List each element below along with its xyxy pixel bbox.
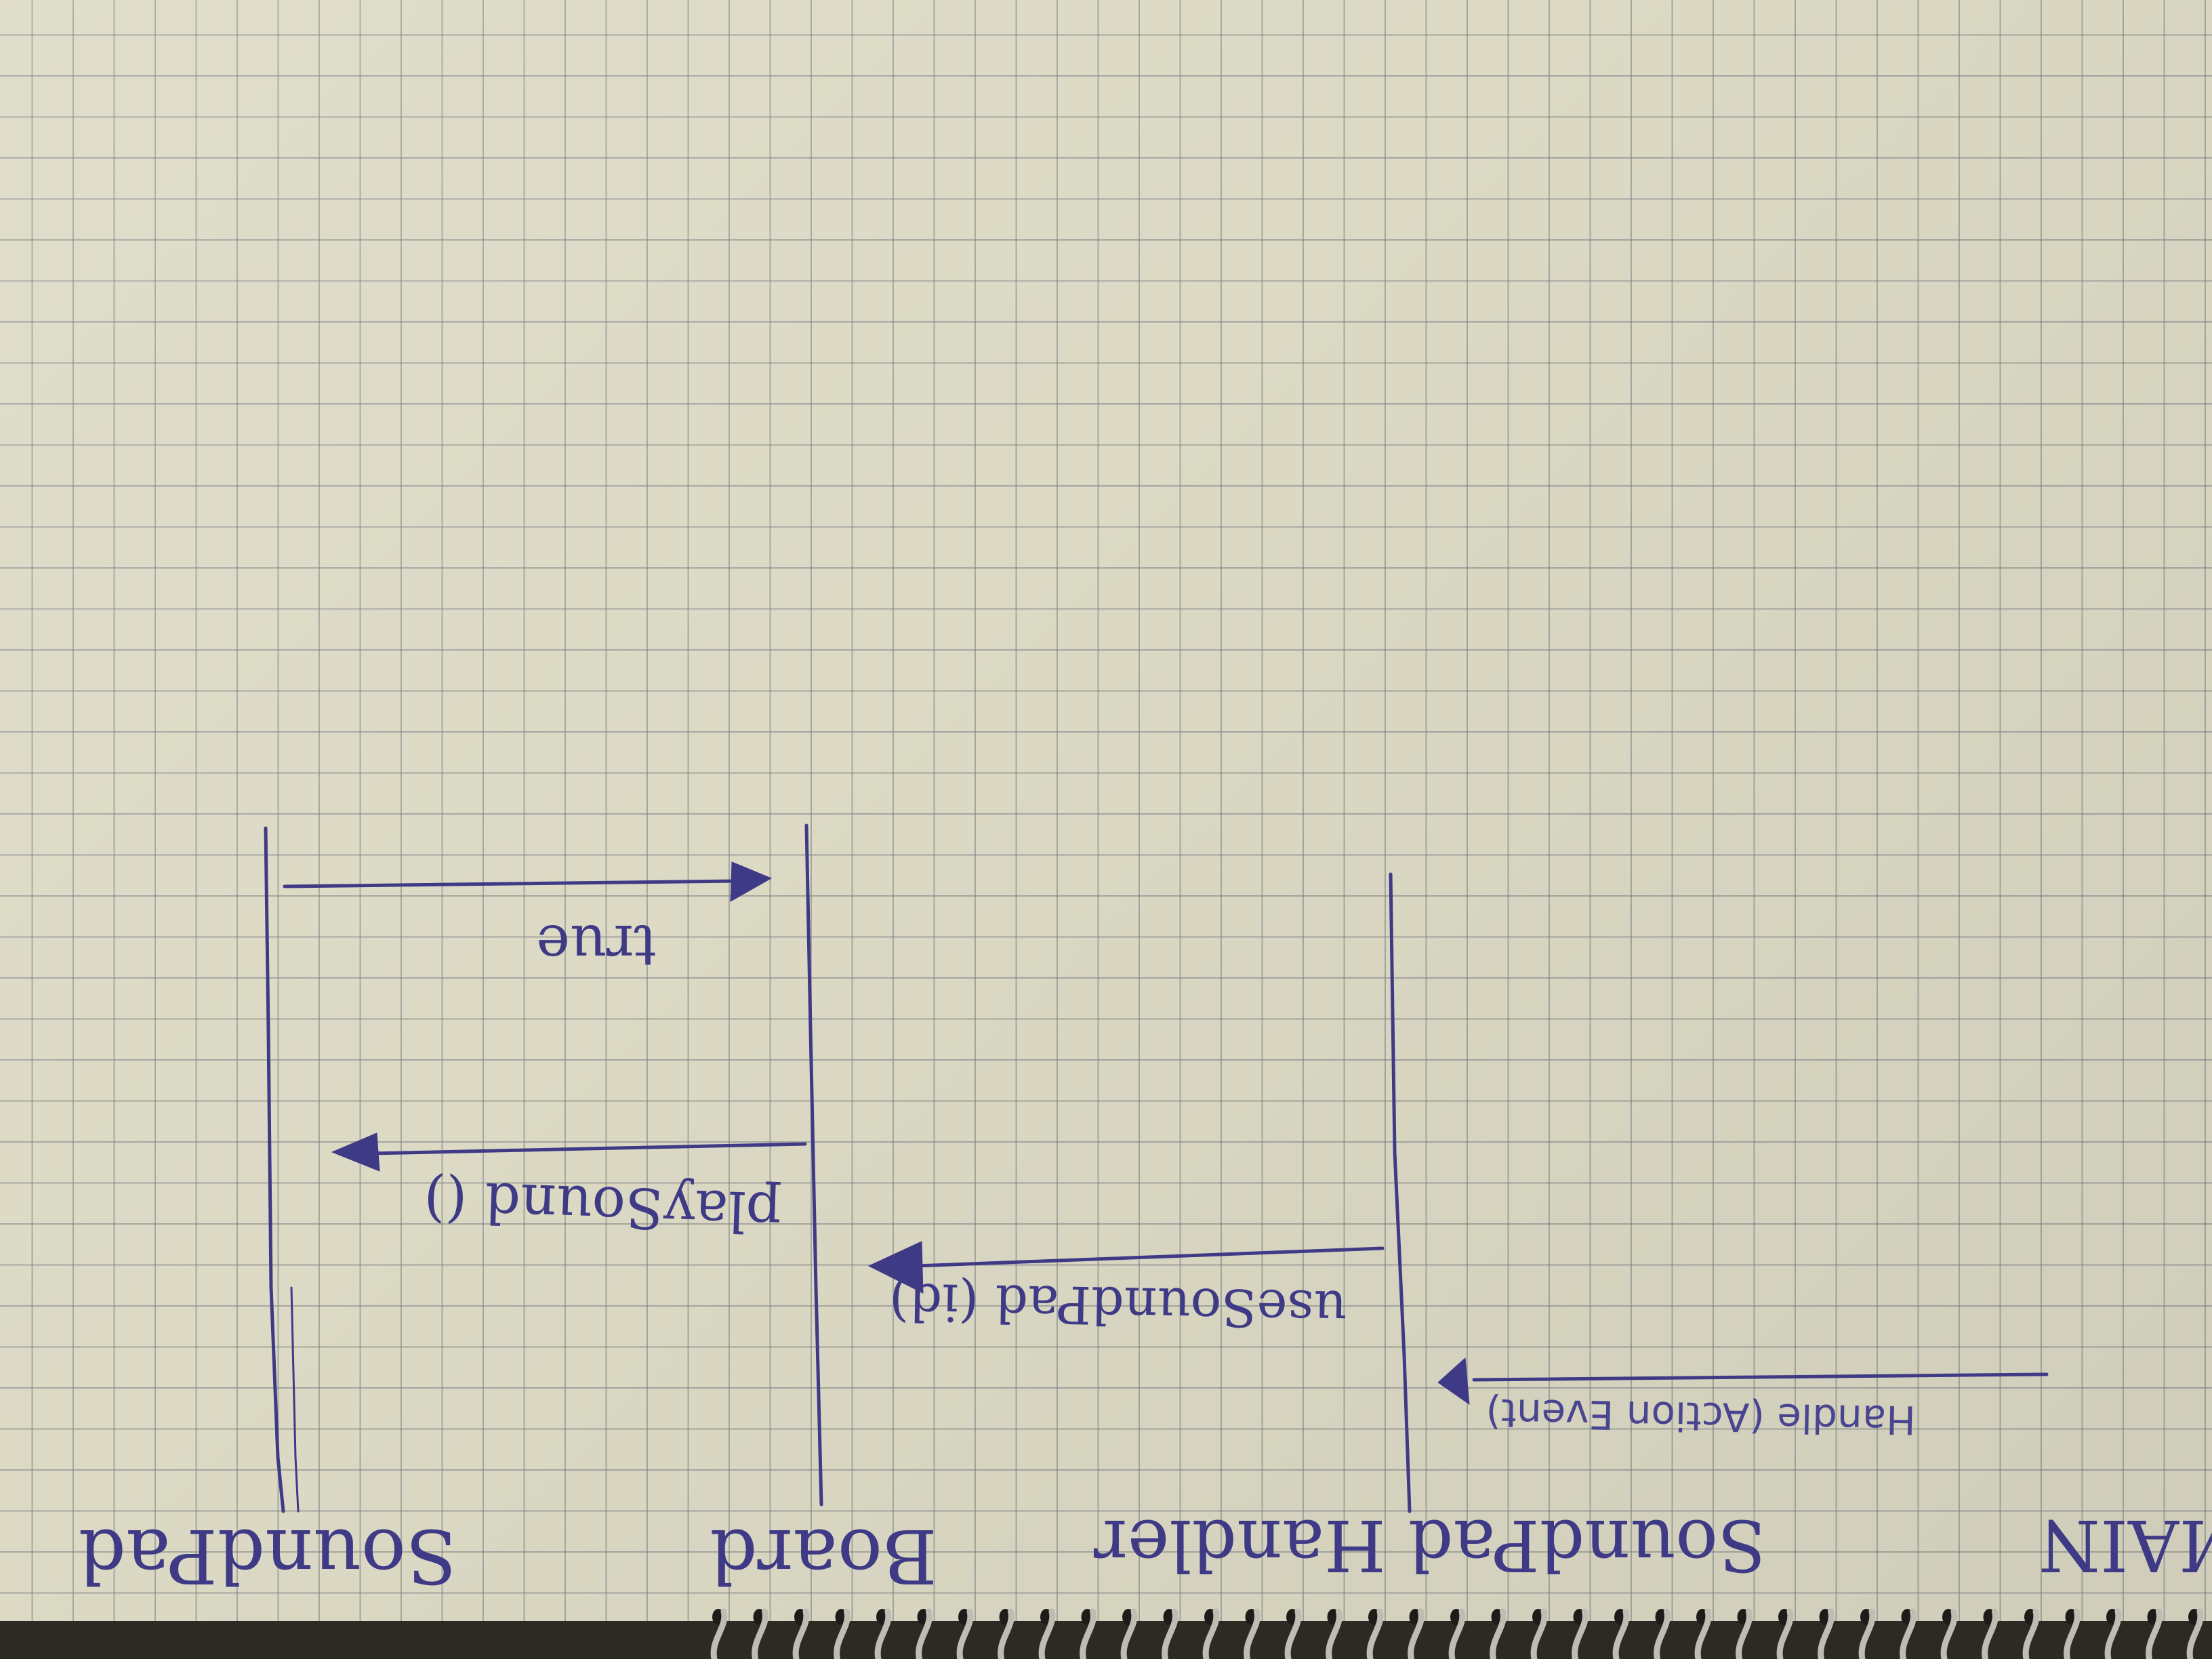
message-playsound-label: playSound () bbox=[423, 1168, 783, 1244]
binding-shadow bbox=[0, 1621, 2212, 1659]
message-handle-arrowhead bbox=[1438, 1358, 1469, 1404]
message-usesoundpad-label: useSoundPad (id) bbox=[888, 1271, 1347, 1340]
lifeline-board-label: Board bbox=[710, 1513, 937, 1599]
message-true-arrow-line bbox=[285, 881, 739, 886]
soundpad-lifeline-double bbox=[291, 1288, 298, 1511]
handler-lifeline bbox=[1391, 874, 1410, 1511]
message-true-label: true bbox=[536, 912, 657, 979]
message-playsound-arrow-line bbox=[371, 1144, 805, 1153]
message-handle-arrow-line bbox=[1474, 1374, 2047, 1380]
message-handle-label: Handle (Action Event) bbox=[1486, 1389, 1917, 1443]
board-lifeline bbox=[806, 825, 821, 1504]
message-playsound-arrowhead bbox=[332, 1133, 380, 1171]
lifeline-handler-label: SoundPad Handler bbox=[1094, 1504, 1766, 1586]
lifeline-main-label: MAIN bbox=[2039, 1504, 2212, 1586]
message-true-arrowhead bbox=[731, 862, 771, 901]
message-usesoundpad-arrow-line bbox=[915, 1248, 1382, 1266]
lifeline-soundpad-label: SoundPad bbox=[79, 1513, 457, 1599]
soundpad-lifeline bbox=[266, 828, 283, 1511]
spiral-binding bbox=[0, 1609, 2212, 1659]
